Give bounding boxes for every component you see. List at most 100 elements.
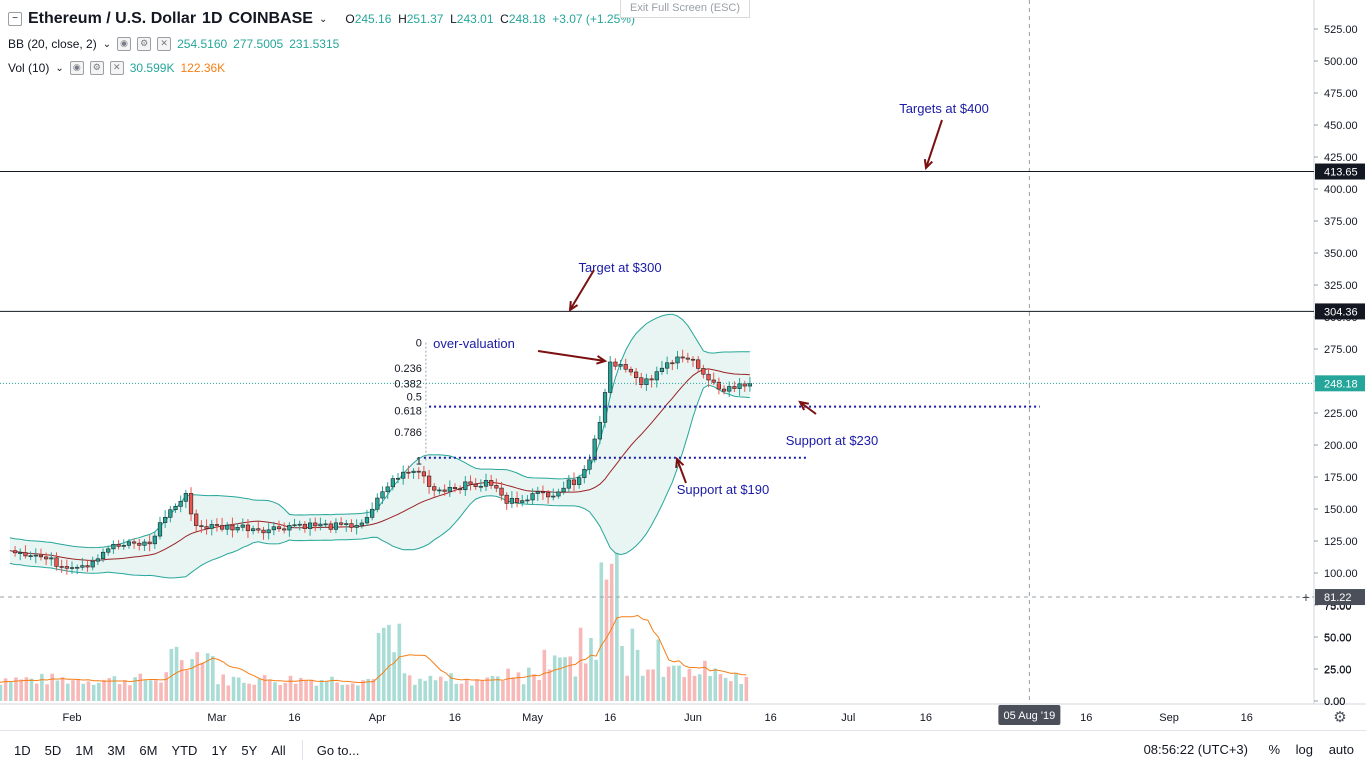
candle-body [701, 368, 706, 375]
volume-bar [361, 680, 365, 701]
price-tick-label: 225.00 [1324, 408, 1358, 420]
range-1y[interactable]: 1Y [211, 742, 228, 758]
volume-bar [490, 676, 495, 701]
clock[interactable]: 08:56:22 (UTC+3) [1143, 742, 1248, 757]
gear-icon: ⚙ [1333, 709, 1346, 726]
volume-bar [718, 674, 723, 701]
volume-bar [76, 678, 80, 701]
volume-bar [475, 679, 479, 701]
volume-bar [692, 675, 697, 701]
price-tick-label: 125.00 [1324, 536, 1358, 548]
price-tick-label: 350.00 [1324, 248, 1358, 260]
chevron-down-icon[interactable]: ⌄ [102, 38, 112, 50]
time-tick-label: 16 [449, 712, 461, 724]
auto-toggle[interactable]: auto [1328, 742, 1354, 757]
candle-body [194, 513, 199, 526]
candle-body [199, 525, 204, 527]
price-tick-label: 375.00 [1324, 216, 1358, 228]
volume-bar [744, 676, 749, 701]
candle-body [333, 522, 339, 530]
settings-icon[interactable]: ⚙ [137, 37, 152, 51]
eye-icon[interactable]: ◉ [117, 37, 132, 51]
candle-body [349, 523, 354, 528]
exit-fullscreen-hint[interactable]: Exit Full Screen (ESC) [620, 0, 750, 18]
annotation-arrowhead [675, 456, 685, 469]
price-chart[interactable]: 525.00 500.00 475.00 450.00 425.00 400.00 375.… [0, 0, 1366, 730]
chevron-down-icon[interactable]: ⌄ [55, 62, 64, 74]
close-icon[interactable]: ✕ [109, 61, 124, 75]
symbol-title[interactable]: Ethereum / U.S. Dollar [28, 10, 197, 27]
candle-body [696, 359, 701, 369]
volume-bar [625, 675, 630, 701]
vol-label[interactable]: Vol (10) [8, 61, 50, 75]
range-6m[interactable]: 6M [139, 742, 158, 758]
fib-level-label: 0.236 [394, 363, 422, 375]
candle-body [235, 526, 240, 531]
candle-body [328, 523, 333, 530]
candle-body [271, 526, 276, 531]
volume-bar [578, 627, 583, 701]
candle-body [659, 367, 665, 372]
candle-body [561, 487, 566, 493]
collapse-icon[interactable]: − [8, 12, 22, 26]
candle-body [551, 495, 556, 498]
volume-bar [221, 674, 225, 701]
candle-body [395, 477, 401, 480]
volume-bar [392, 652, 396, 701]
range-5d[interactable]: 5D [44, 742, 62, 758]
candle-body [147, 541, 152, 545]
range-1m[interactable]: 1M [75, 742, 94, 758]
crosshair-date-label: 05 Aug '19 [1004, 710, 1056, 722]
volume-bar [537, 679, 541, 701]
bb-label[interactable]: BB (20, close, 2) [8, 37, 97, 51]
interval-label[interactable]: 1D [202, 10, 223, 27]
percent-toggle[interactable]: % [1268, 742, 1280, 757]
candle-body [670, 362, 675, 365]
candle-body [654, 371, 659, 381]
volume-bar [521, 684, 526, 701]
eye-icon[interactable]: ◉ [69, 61, 84, 75]
goto-button[interactable]: Go to... [316, 742, 360, 758]
chevron-down-icon[interactable]: ⌄ [318, 13, 328, 25]
volume-bar [407, 675, 412, 701]
volume-bar [615, 550, 619, 701]
exchange-label[interactable]: COINBASE [228, 10, 313, 27]
candle-body [680, 356, 685, 359]
settings-icon[interactable]: ⚙ [89, 61, 104, 75]
candle-body [28, 555, 33, 557]
range-all[interactable]: All [271, 742, 286, 758]
volume-bar [107, 678, 112, 701]
volume-bar [86, 681, 91, 701]
candle-body [69, 567, 75, 569]
candle-body [245, 524, 251, 532]
volume-bar [449, 673, 453, 701]
candle-body [535, 491, 540, 494]
range-1d[interactable]: 1D [14, 742, 31, 758]
volume-bar [102, 679, 106, 701]
volume-bar [723, 677, 728, 701]
volume-bar [729, 681, 733, 701]
fib-level-label: 0 [416, 338, 422, 350]
volume-bar [558, 657, 562, 701]
candle-body [121, 545, 126, 547]
range-5y[interactable]: 5Y [241, 742, 258, 758]
volume-bar [133, 677, 137, 701]
volume-bar [433, 680, 438, 701]
volume-bar [444, 681, 448, 701]
volume-bar [454, 683, 459, 701]
fib-level-label: 1 [416, 455, 422, 467]
candle-body [276, 526, 282, 530]
range-3m[interactable]: 3M [107, 742, 126, 758]
candle-body [33, 554, 38, 557]
range-ytd[interactable]: YTD [171, 742, 198, 758]
close-icon[interactable]: ✕ [157, 37, 172, 51]
candle-body [292, 524, 297, 527]
vol-legend: Vol (10) ⌄ ◉ ⚙ ✕ 30.599K 122.36K [8, 61, 225, 75]
candle-body [675, 356, 680, 364]
volume-bar [148, 680, 153, 701]
candle-body [628, 368, 634, 373]
volume-bar [128, 685, 132, 701]
log-toggle[interactable]: log [1295, 742, 1313, 757]
candle-body [142, 541, 147, 546]
candle-body [266, 529, 271, 534]
